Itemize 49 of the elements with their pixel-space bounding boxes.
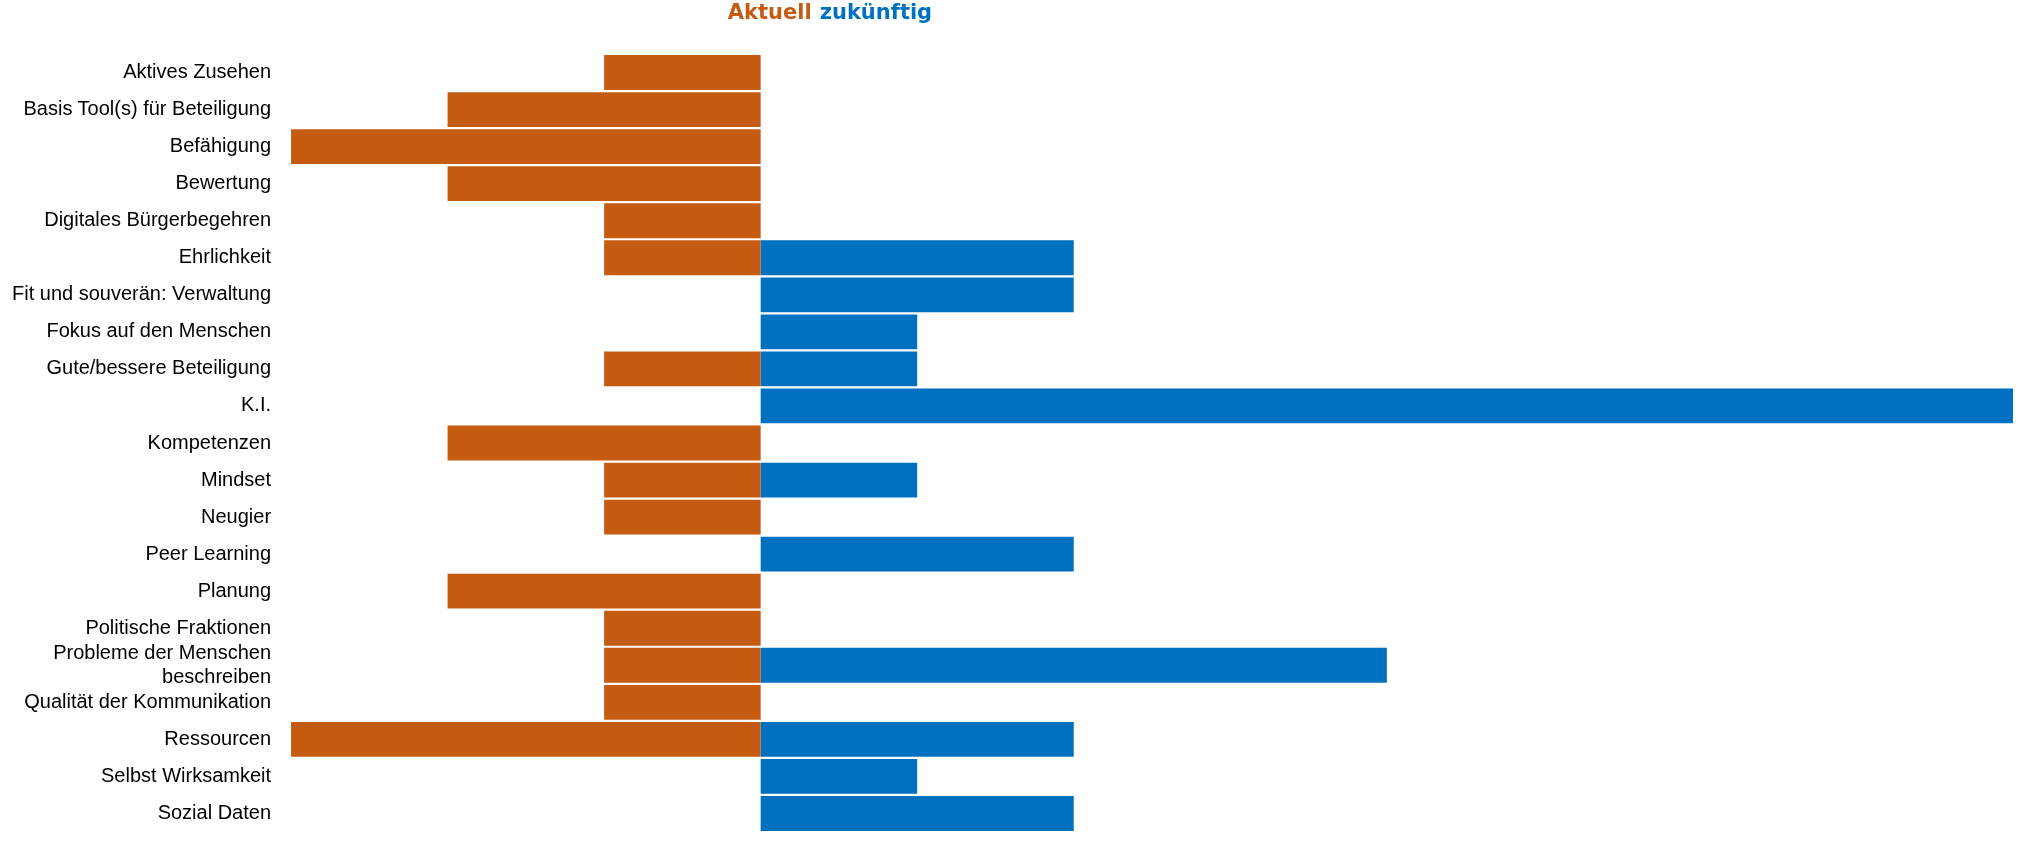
y-tick-label: Fokus auf den Menschen: [46, 319, 272, 342]
y-tick-label: Kompetenzen: [147, 430, 272, 453]
y-tick-label: Neugier: [201, 504, 272, 527]
y-tick-label: Ressourcen: [164, 726, 272, 749]
bar: [604, 203, 761, 239]
bar: [760, 240, 1074, 276]
y-tick-label: Planung: [197, 578, 272, 601]
y-tick-label: Sozial Daten: [157, 800, 272, 823]
y-tick-label: Befähigung: [169, 134, 272, 157]
y-tick-label: Fit und souverän: Verwaltung: [12, 282, 272, 305]
y-tick-label: Basis Tool(s) für Beteiligung: [23, 97, 272, 120]
bar: [447, 166, 761, 202]
bar: [604, 610, 761, 646]
bar: [760, 462, 918, 498]
bar: [760, 277, 1074, 313]
bar: [760, 536, 1074, 572]
series-label: Aktuell: [727, 0, 812, 24]
y-tick-label: Ehrlichkeit: [178, 245, 272, 268]
y-tick-label: Gute/bessere Beteiligung: [46, 356, 272, 379]
bar: [760, 647, 1387, 683]
y-tick-label: K.I.: [241, 393, 272, 416]
bar: [604, 684, 761, 720]
bar: [604, 462, 761, 498]
bar: [291, 129, 761, 165]
bar: [760, 314, 918, 350]
y-tick-label: Bewertung: [175, 171, 272, 194]
bar: [760, 721, 1074, 757]
bar: [447, 92, 761, 127]
y-tick-label: Digitales Bürgerbegehren: [44, 208, 272, 231]
bar: [604, 647, 761, 683]
y-tick-label: Qualität der Kommunikation: [24, 689, 272, 712]
text: zukünftig: [819, 0, 933, 24]
y-tick-label: Politische Fraktionen: [85, 615, 272, 638]
bar: [760, 759, 918, 794]
bar: [447, 425, 761, 461]
bar: [447, 573, 761, 609]
bar: [604, 499, 761, 535]
y-tick-label: Aktives Zusehen: [123, 60, 272, 83]
bar: [760, 796, 1074, 831]
bar: [604, 55, 761, 90]
bar: [760, 351, 918, 387]
bar: [760, 388, 2013, 424]
y-tick-label: Selbst Wirksamkeit: [101, 763, 272, 786]
bar: [291, 721, 761, 757]
y-tick-label: Mindset: [201, 467, 272, 490]
bar: [604, 351, 761, 387]
bar: [604, 240, 761, 276]
y-tick-label: Probleme der Menschen beschreiben: [53, 640, 272, 687]
y-tick-label: Peer Learning: [145, 541, 272, 564]
